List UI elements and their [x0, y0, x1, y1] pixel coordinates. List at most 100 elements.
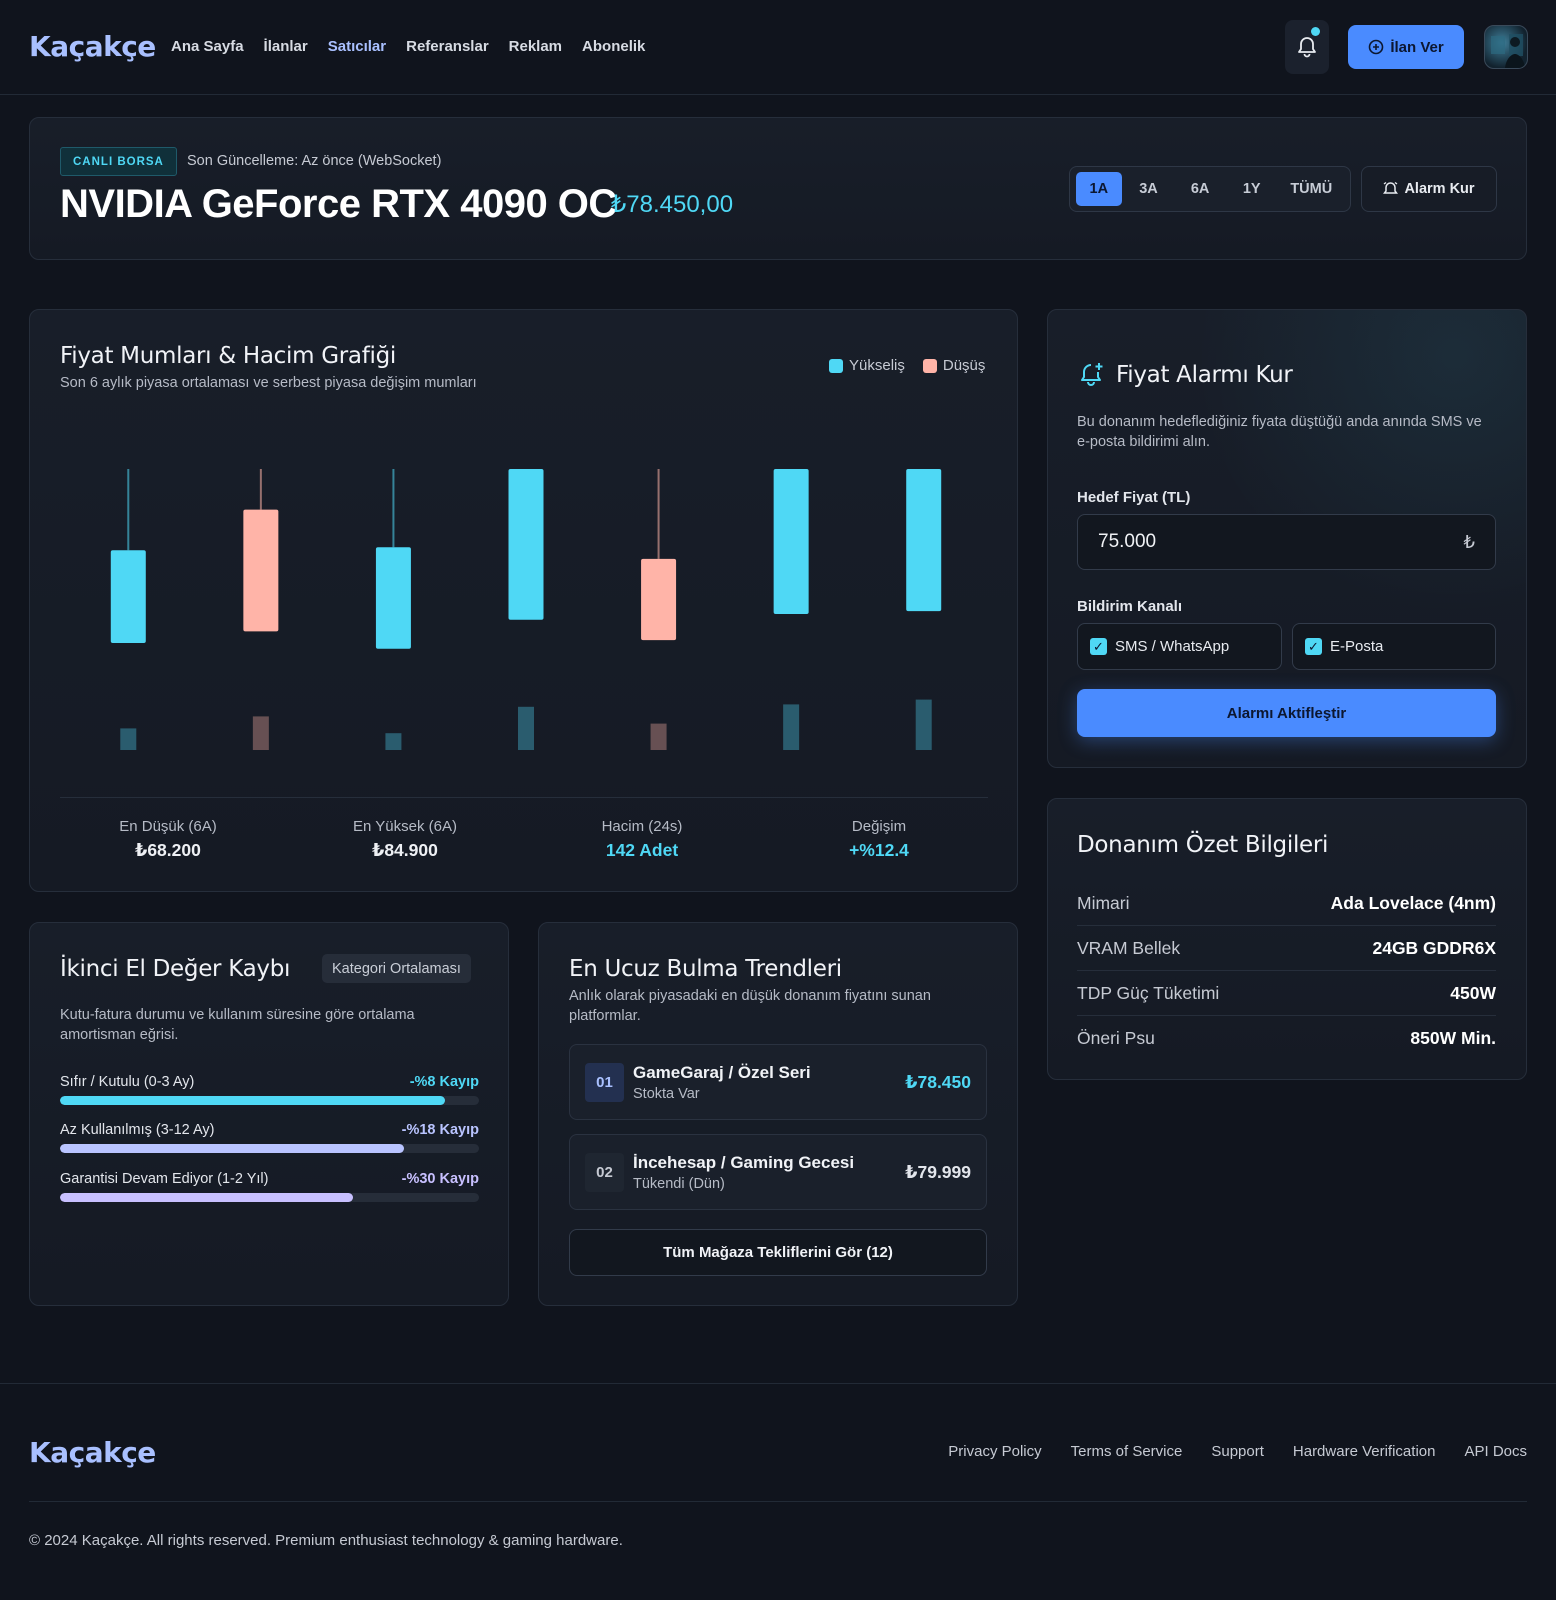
store-price: ₺79.999 — [905, 1161, 971, 1182]
nav-item-listings[interactable]: İlanlar — [263, 38, 308, 55]
nav-item-subscription[interactable]: Abonelik — [582, 38, 646, 55]
volume-bar — [518, 706, 534, 750]
channel-email-label: E-Posta — [1330, 638, 1384, 655]
depreciation-card — [29, 922, 509, 1306]
candle-body — [375, 547, 411, 649]
chart-subtitle: Son 6 aylık piyasa ortalaması ve serbest… — [60, 375, 477, 391]
brand-logo[interactable]: Kaçakçe — [29, 30, 156, 63]
set-alarm-button[interactable]: Alarm Kur — [1361, 166, 1497, 212]
spec-row-tdp: TDP Güç Tüketimi 450W — [1077, 971, 1496, 1016]
depreciation-label: Sıfır / Kutulu (0-3 Ay) — [60, 1074, 195, 1090]
footer-link-privacy[interactable]: Privacy Policy — [948, 1443, 1042, 1460]
stat-high-value: ₺84.900 — [372, 840, 438, 860]
depreciation-loss: -%30 Kayıp — [401, 1171, 479, 1187]
specs-title: Donanım Özet Bilgileri — [1077, 832, 1329, 858]
channel-email-checkbox[interactable]: ✓ E-Posta — [1292, 623, 1496, 670]
stat-change-label: Değişim — [851, 818, 907, 835]
spec-value: 24GB GDDR6X — [1372, 937, 1496, 958]
spec-key: VRAM Bellek — [1077, 937, 1181, 958]
nav-item-references[interactable]: Referanslar — [406, 38, 489, 55]
target-price-input[interactable]: 75.000 ₺ — [1077, 514, 1496, 570]
depreciation-loss: -%8 Kayıp — [409, 1074, 479, 1090]
post-listing-button[interactable]: İlan Ver — [1348, 25, 1464, 69]
store-item-1[interactable]: 01 GameGaraj / Özel Seri Stokta Var ₺78.4… — [569, 1044, 987, 1120]
activate-alarm-button[interactable]: Alarmı Aktifleştir — [1077, 689, 1496, 737]
depreciation-loss: -%18 Kayıp — [401, 1122, 479, 1138]
copyright-text: © 2024 Kaçakçe. All rights reserved. Pre… — [29, 1532, 623, 1549]
last-updated: Son Güncelleme: Az önce (WebSocket) — [187, 153, 442, 169]
notification-dot — [1311, 27, 1320, 36]
candle-6 — [773, 469, 809, 750]
volume-bar — [783, 704, 800, 750]
check-icon: ✓ — [1305, 638, 1322, 655]
depreciation-row: Garantisi Devam Ediyor (1-2 Yıl) -%30 Kay… — [60, 1171, 479, 1202]
range-1y[interactable]: 1Y — [1242, 181, 1261, 197]
main-nav: Ana Sayfa İlanlar Satıcılar Referanslar Rekl… — [171, 38, 665, 56]
spec-row-psu: Öneri Psu 850W Min. — [1077, 1016, 1496, 1061]
trends-title: En Ucuz Bulma Trendleri — [569, 956, 842, 982]
range-selector: 1A 3A 6A 1Y TÜMÜ — [1069, 166, 1351, 212]
alarm-title: Fiyat Alarmı Kur — [1116, 362, 1293, 388]
depreciation-row: Az Kullanılmış (3-12 Ay) -%18 Kayıp — [60, 1122, 479, 1153]
check-icon: ✓ — [1090, 638, 1107, 655]
candle-body — [508, 469, 544, 620]
chart-divider — [60, 797, 988, 798]
chart-legend: Yükseliş Düşüş — [829, 357, 985, 374]
alarm-description: Bu donanım hedeflediğiniz fiyata düştüğü… — [1077, 414, 1482, 450]
footer-link-terms[interactable]: Terms of Service — [1070, 1443, 1183, 1460]
nav-item-sellers[interactable]: Satıcılar — [327, 38, 387, 55]
range-all[interactable]: TÜMÜ — [1290, 181, 1333, 197]
volume-bar — [120, 728, 137, 750]
notifications-button[interactable] — [1285, 20, 1329, 74]
all-offers-button[interactable]: Tüm Mağaza Tekliflerini Gör (12) — [569, 1229, 987, 1276]
spec-row-architecture: Mimari Ada Lovelace (4nm) — [1077, 881, 1496, 926]
volume-bar — [915, 699, 932, 750]
store-price: ₺78.450 — [905, 1071, 971, 1092]
candle-body — [773, 469, 809, 614]
legend-down-swatch — [922, 358, 937, 373]
stat-change-value: +%12.4 — [849, 840, 909, 860]
candle-body — [110, 550, 146, 643]
volume-bar — [385, 733, 402, 750]
product-price: ₺78.450,00 — [611, 191, 734, 218]
stat-high-label: En Yüksek (6A) — [353, 818, 457, 835]
stat-volume-label: Hacim (24s) — [601, 818, 683, 835]
footer-link-hardware-verification[interactable]: Hardware Verification — [1292, 1443, 1436, 1460]
candle-body — [906, 469, 942, 612]
product-title: NVIDIA GeForce RTX 4090 OC — [60, 182, 617, 226]
footer-link-support[interactable]: Support — [1211, 1443, 1264, 1460]
target-price-value: 75.000 — [1098, 531, 1157, 552]
candle-1 — [110, 469, 146, 750]
store-rank: 02 — [585, 1152, 624, 1192]
user-avatar[interactable] — [1484, 25, 1528, 69]
channel-sms-label: SMS / WhatsApp — [1115, 638, 1230, 655]
candle-7 — [906, 469, 942, 750]
range-6a[interactable]: 6A — [1190, 181, 1210, 197]
legend-up-label: Yükseliş — [849, 357, 905, 374]
depreciation-fill — [60, 1193, 354, 1202]
channel-sms-checkbox[interactable]: ✓ SMS / WhatsApp — [1077, 623, 1282, 670]
stat-low-label: En Düşük (6A) — [119, 818, 217, 835]
depreciation-track — [60, 1144, 479, 1153]
footer-logo[interactable]: Kaçakçe — [29, 1436, 156, 1469]
live-badge: CANLI BORSA — [60, 147, 177, 176]
footer-link-api-docs[interactable]: API Docs — [1464, 1443, 1527, 1460]
store-item-2[interactable]: 02 İncehesap / Gaming Gecesi Tükendi (Dün… — [569, 1134, 987, 1210]
stat-low-value: ₺68.200 — [135, 840, 201, 860]
legend-down-label: Düşüş — [942, 357, 986, 374]
depreciation-row-head: Garantisi Devam Ediyor (1-2 Yıl) -%30 Kay… — [60, 1171, 479, 1187]
range-1a[interactable]: 1A — [1076, 172, 1122, 206]
nav-item-ads[interactable]: Reklam — [508, 38, 563, 55]
bell-icon — [1298, 37, 1316, 58]
stat-volume-value: 142 Adet — [605, 840, 679, 860]
post-listing-label: İlan Ver — [1390, 38, 1444, 56]
nav-item-home[interactable]: Ana Sayfa — [171, 38, 244, 55]
avatar-image — [1491, 34, 1525, 68]
depreciation-track — [60, 1096, 479, 1105]
volume-bar — [650, 723, 667, 750]
legend-up-swatch — [829, 358, 843, 373]
depreciation-row-head: Sıfır / Kutulu (0-3 Ay) -%8 Kayıp — [60, 1074, 479, 1090]
range-3a[interactable]: 3A — [1139, 181, 1158, 197]
spec-key: TDP Güç Tüketimi — [1077, 982, 1220, 1003]
candle-body — [243, 509, 279, 632]
